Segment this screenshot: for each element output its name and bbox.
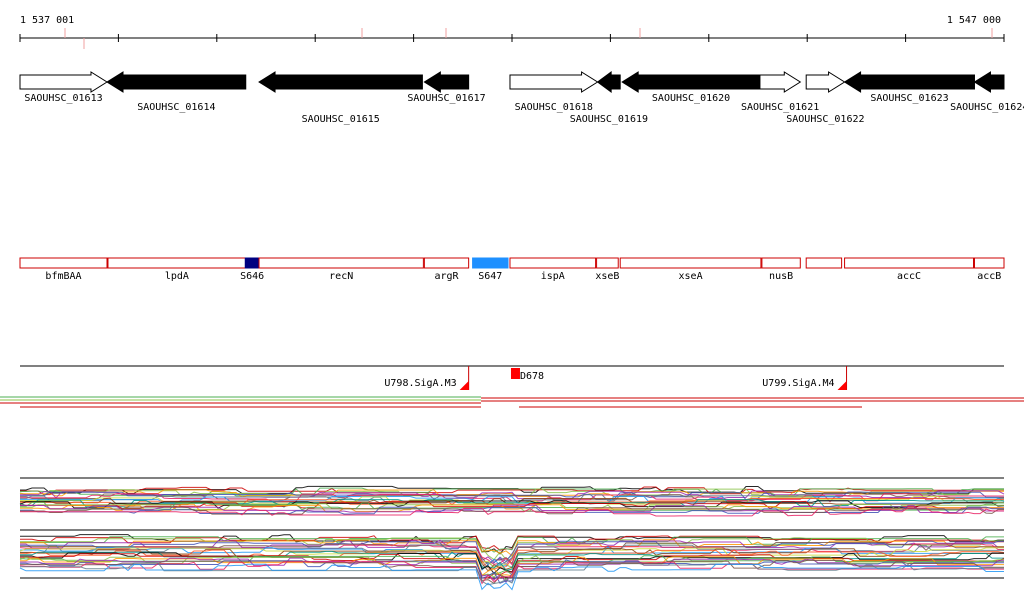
annotation-box[interactable] (973, 257, 1005, 269)
expression-line (20, 489, 1004, 498)
annotation-box[interactable] (472, 257, 509, 269)
expression-line (20, 486, 1004, 496)
expression-line (20, 540, 1004, 564)
ruler-end-label: 1 547 000 (947, 15, 1001, 26)
annotation-box[interactable] (509, 257, 597, 269)
expression-line (20, 557, 1004, 583)
gene-arrow[interactable] (596, 71, 621, 93)
expression-upper-lines (19, 485, 1005, 517)
annotation-box[interactable] (805, 257, 843, 269)
expression-line (20, 506, 1004, 515)
annotation-label: S647 (478, 271, 502, 282)
annotation-box[interactable] (761, 257, 801, 269)
gene-label: SAOUHSC_01623 (870, 93, 948, 104)
gene-label: SAOUHSC_01613 (24, 93, 102, 104)
gene-arrow[interactable] (258, 71, 423, 93)
annotation-label: accC (897, 271, 921, 282)
annotation-box[interactable] (423, 257, 470, 269)
annotation-label: xseB (595, 271, 619, 282)
feature-track: U798.SigA.M3 D678 U799.SigA.M4 (0, 365, 1024, 408)
expression-line (20, 503, 1004, 513)
annotation-box[interactable] (107, 257, 247, 269)
gene-label: SAOUHSC_01615 (302, 114, 380, 125)
gene-label: SAOUHSC_01621 (741, 102, 819, 113)
feature-label: U798.SigA.M3 (384, 378, 456, 389)
annotation-label: S646 (240, 271, 264, 282)
expression-line (20, 547, 1004, 572)
expression-line (20, 507, 1004, 517)
feature-marker[interactable] (837, 381, 847, 390)
gene-arrow[interactable] (973, 71, 1005, 93)
annotation-label: recN (329, 271, 353, 282)
annotation-box[interactable] (619, 257, 762, 269)
expression-line (20, 549, 1005, 570)
feature-marker[interactable] (459, 381, 469, 390)
annotation-label: argR (434, 271, 459, 282)
gene-arrow[interactable] (843, 71, 975, 93)
feature-label: U799.SigA.M4 (762, 378, 834, 389)
expression-line (19, 563, 1004, 591)
expression-lower-lines (19, 534, 1005, 591)
gene-label: SAOUHSC_01624 (950, 102, 1024, 113)
gene-label: SAOUHSC_01618 (515, 102, 593, 113)
annotation-box[interactable] (844, 257, 974, 269)
annotation-label: nusB (769, 271, 793, 282)
expression-line (20, 553, 1005, 579)
expression-track (19, 477, 1005, 591)
annotation-label: bfmBAA (45, 271, 81, 282)
expression-line (20, 498, 1004, 507)
gene-arrow[interactable] (759, 71, 802, 93)
annotation-box[interactable] (19, 257, 108, 269)
gene-label: SAOUHSC_01620 (652, 93, 730, 104)
feature-label: D678 (520, 371, 544, 382)
gene-label: SAOUHSC_01622 (786, 114, 864, 125)
annotation-box[interactable] (258, 257, 424, 269)
annotation-track: bfmBAA lpdA S646 recN argR S647 ispA xseB xseA nu… (19, 257, 1005, 282)
feature-marker[interactable] (510, 368, 520, 379)
annotation-box[interactable] (244, 257, 260, 269)
gene-arrow[interactable] (509, 71, 599, 93)
expression-line (20, 560, 1004, 584)
annotation-label: xseA (679, 271, 703, 282)
expression-line (20, 562, 1004, 586)
gene-label: SAOUHSC_01617 (407, 93, 485, 104)
gene-arrow[interactable] (423, 71, 470, 93)
annotation-label: ispA (541, 271, 565, 282)
annotation-label: accB (977, 271, 1001, 282)
expression-line (20, 539, 1004, 557)
annotation-label: lpdA (165, 271, 189, 282)
gene-arrow[interactable] (106, 71, 247, 93)
ruler-ticks (19, 28, 1005, 49)
gene-arrow[interactable] (19, 71, 108, 93)
expression-line (20, 556, 1004, 577)
ruler-track: 1 537 001 1 547 000 (19, 15, 1005, 49)
annotation-box[interactable] (596, 257, 619, 269)
expression-line (19, 500, 1005, 509)
ruler-start-label: 1 537 001 (20, 15, 74, 26)
gene-arrow[interactable] (621, 71, 761, 93)
gene-arrow[interactable] (805, 71, 846, 93)
gene-track: SAOUHSC_01613 SAOUHSC_01614 SAOUHSC_01615 S… (19, 71, 1024, 125)
gene-label: SAOUHSC_01619 (570, 114, 648, 125)
expression-line (20, 559, 1004, 584)
gene-label: SAOUHSC_01614 (137, 102, 215, 113)
expression-line (20, 492, 1004, 501)
